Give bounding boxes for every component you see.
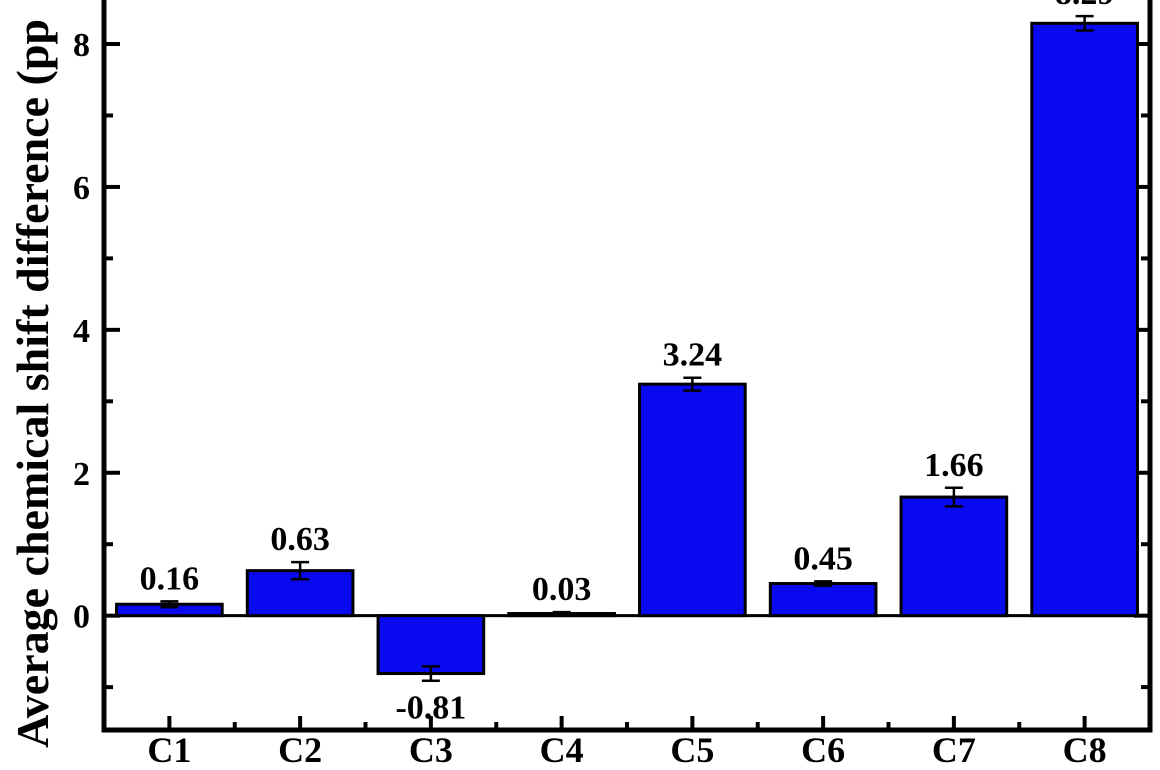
y-tick-label: 8 [73, 27, 90, 64]
value-label-c4: 0.03 [532, 571, 592, 608]
error-bars [160, 14, 1094, 682]
value-labels: 0.16 0.63 -0.81 0.03 3.24 0.45 1.66 8.29 [140, 0, 1115, 727]
value-label-c5: 3.24 [663, 337, 723, 374]
y-axis-label: Average chemical shift difference (pp [7, 19, 58, 748]
bars [115, 21, 1139, 676]
value-label-c3: -0.81 [395, 690, 466, 727]
y-tick-label: 0 [73, 599, 90, 636]
plot-frame [101, 0, 1153, 733]
error-bar-c8 [1075, 14, 1094, 32]
error-bar-c5 [683, 376, 702, 392]
bar-c7 [899, 495, 1009, 618]
value-label-c6: 0.45 [793, 540, 853, 577]
error-bar-c1 [160, 600, 179, 609]
x-tick-label-c5: C5 [670, 730, 714, 770]
y-tick-labels: 0 2 4 6 8 [73, 27, 90, 636]
error-bar-c6 [814, 580, 833, 587]
x-tick-label-c8: C8 [1063, 730, 1107, 770]
x-tick-label-c6: C6 [801, 730, 845, 770]
x-tick-labels: C1 C2 C3 C4 C5 C6 C7 C8 [147, 730, 1106, 770]
y-tick-label: 6 [73, 170, 90, 207]
bar-c3 [376, 614, 486, 676]
y-tick-label: 4 [73, 313, 90, 350]
bar-c5 [638, 382, 747, 618]
value-label-c2: 0.63 [270, 521, 330, 558]
value-label-c7: 1.66 [924, 447, 984, 484]
axis-ticks [104, 42, 1150, 730]
x-tick-label-c3: C3 [409, 730, 453, 770]
value-label-c1: 0.16 [140, 560, 200, 597]
x-tick-label-c4: C4 [540, 730, 584, 770]
bar-c8 [1030, 21, 1139, 618]
error-bar-c2 [291, 560, 310, 581]
x-tick-label-c2: C2 [278, 730, 322, 770]
error-bar-c4 [552, 610, 571, 617]
x-tick-label-c7: C7 [932, 730, 976, 770]
bar-c6 [768, 582, 878, 618]
error-bar-c7 [944, 486, 963, 508]
value-label-c8: 8.29 [1055, 0, 1115, 12]
x-tick-label-c1: C1 [147, 730, 191, 770]
y-tick-label: 2 [73, 456, 90, 493]
error-bar-c3 [421, 665, 440, 682]
